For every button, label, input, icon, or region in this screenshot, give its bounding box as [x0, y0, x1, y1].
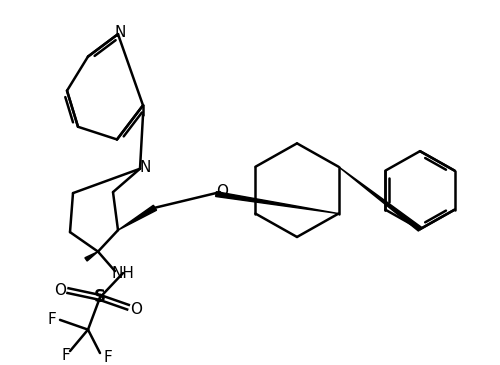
Polygon shape	[338, 167, 421, 231]
Polygon shape	[118, 205, 156, 230]
Text: N: N	[114, 25, 126, 40]
Text: S: S	[94, 288, 106, 307]
Text: NH: NH	[112, 266, 134, 281]
Text: O: O	[130, 301, 142, 317]
Text: O: O	[216, 184, 228, 199]
Polygon shape	[216, 192, 338, 214]
Text: N: N	[140, 160, 150, 175]
Text: F: F	[48, 312, 56, 327]
Text: F: F	[62, 349, 70, 364]
Text: O: O	[54, 283, 66, 298]
Polygon shape	[85, 251, 98, 261]
Text: F: F	[104, 350, 112, 365]
